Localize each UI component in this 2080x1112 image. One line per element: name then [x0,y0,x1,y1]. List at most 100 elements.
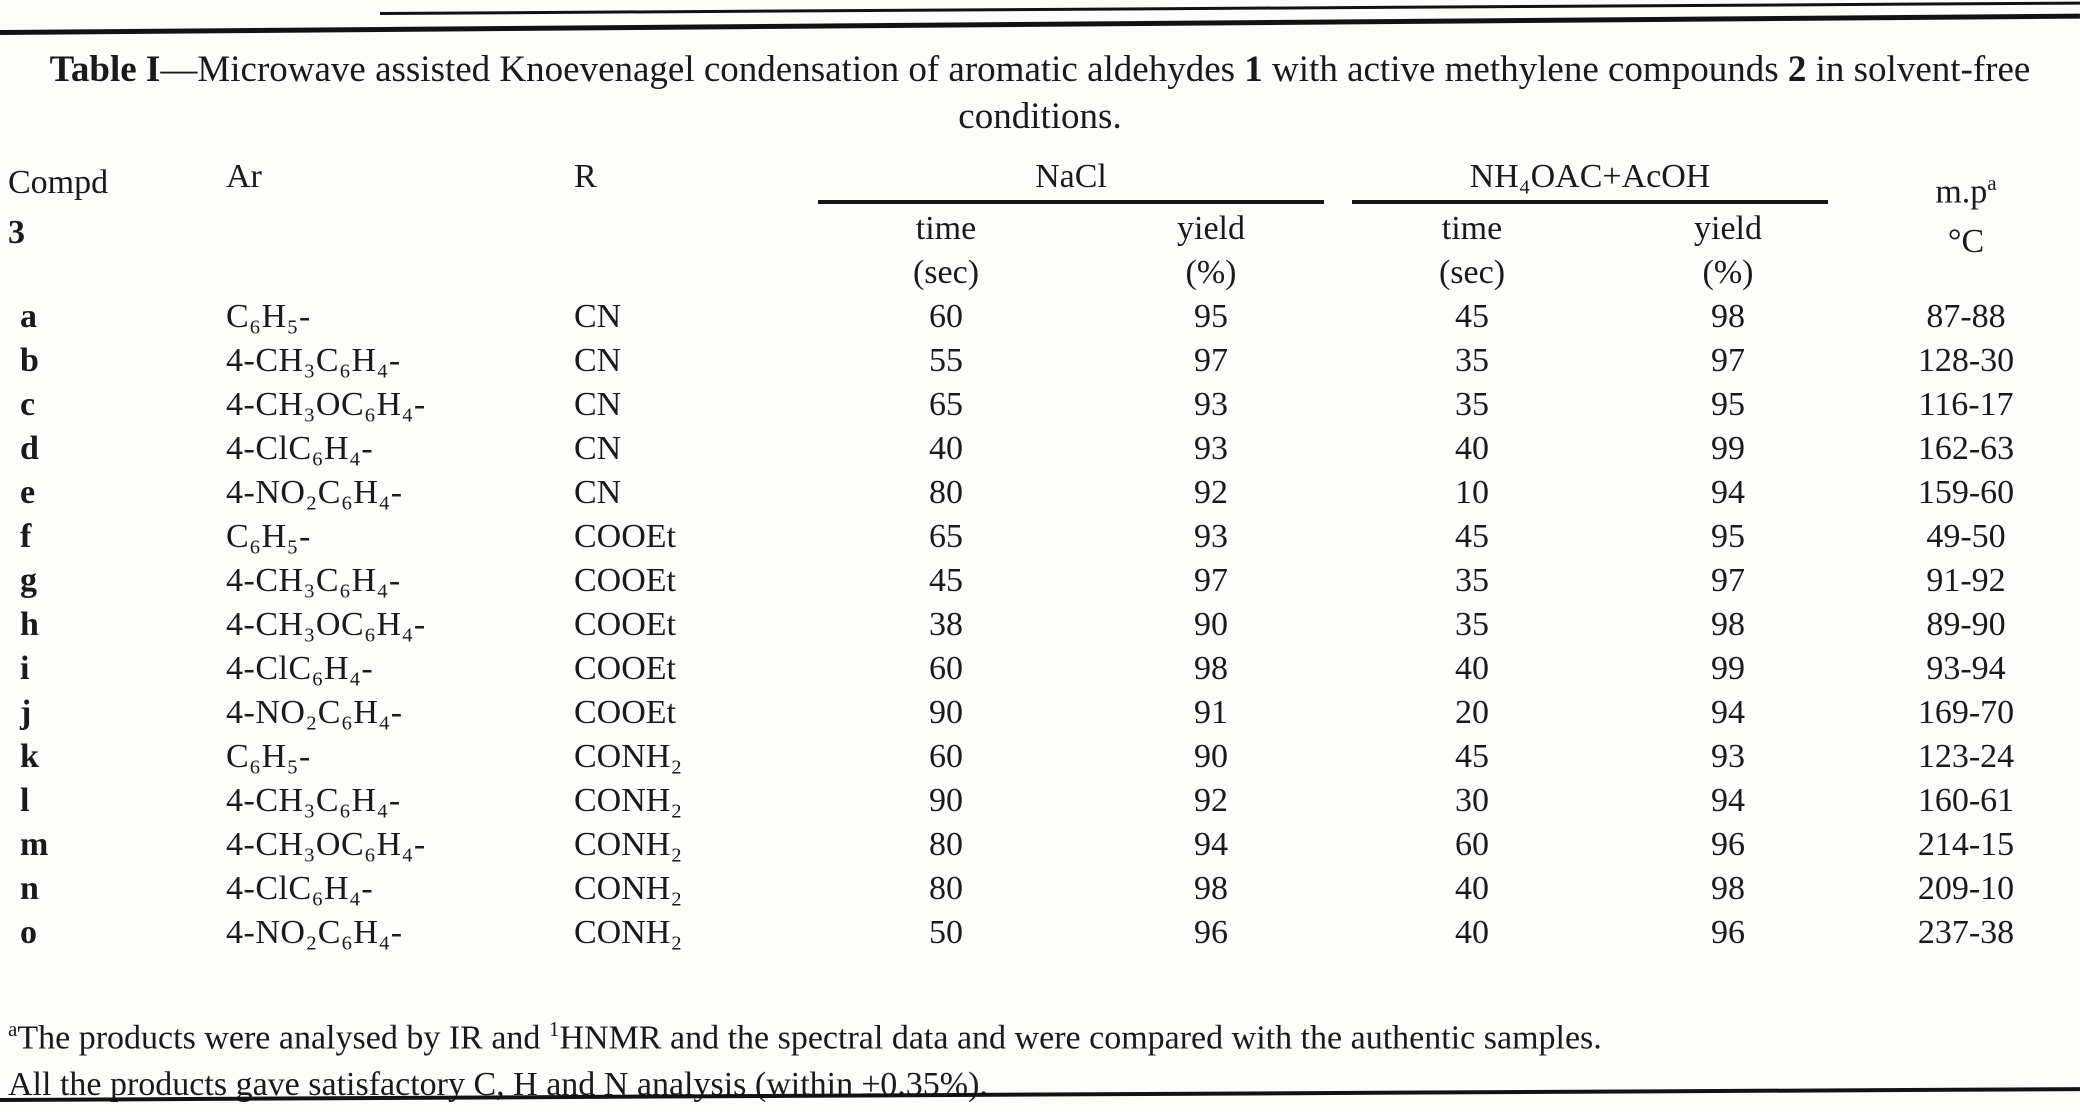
cell-r: CONH₂ [574,914,683,951]
cell-nacl-yield: 97 [1194,342,1228,379]
cell-mp: 160-61 [1917,782,2015,819]
cell-nacl-time: 65 [929,518,963,555]
table-row: n 4-ClC₆H₄- CONH₂ 80 98 40 98 209-10 [8,870,2078,914]
cell-nacl-time: 65 [929,386,963,423]
cell-r: CONH₂ [574,870,683,907]
results-table: Compd 3 Ar R NaCl NH₄OAC+AcOH m.pa °C [8,158,2078,958]
cell-ar: 4-CH₃OC₆H₄- [226,606,426,643]
group-header-nacl-label: NaCl [818,158,1324,204]
cell-ar: 4-ClC₆H₄- [226,650,374,687]
cell-nacl-time: 60 [929,298,963,335]
cell-mp: 123-24 [1917,738,2015,775]
cell-mp: 93-94 [1926,650,2006,687]
cell-r: COOEt [574,606,676,643]
cell-nacl-time: 80 [929,870,963,907]
cell-nacl-time: 45 [929,562,963,599]
cell-nh4oac-time: 40 [1455,650,1489,687]
cell-ar: 4-ClC₆H₄- [226,430,374,467]
footnote-text-a: The products were analysed by IR and [17,1019,549,1057]
cell-r: CN [574,298,622,335]
cell-nh4oac-time: 35 [1455,562,1489,599]
mp-header-unit: °C [1947,223,1985,261]
cell-compd: k [20,738,39,775]
mp-footnote-marker: a [1987,171,1997,195]
cell-mp: 209-10 [1917,870,2015,907]
title-text-b: with active methylene compounds [1262,49,1788,90]
cell-mp: 237-38 [1917,914,2015,951]
table-row: e 4-NO₂C₆H₄- CN 80 92 10 94 159-60 [8,474,2078,518]
footnote-chn: All the products gave satisfactory C, H … [8,1066,988,1104]
cell-nh4oac-time: 40 [1455,870,1489,907]
cell-nh4oac-time: 40 [1455,430,1489,467]
cell-nacl-yield: 93 [1194,518,1228,555]
cell-nacl-yield: 92 [1194,474,1228,511]
cell-nacl-yield: 91 [1194,694,1228,731]
cell-nacl-yield: 98 [1194,870,1228,907]
cell-nacl-time: 80 [929,826,963,863]
table-row: o 4-NO₂C₆H₄- CONH₂ 50 96 40 96 237-38 [8,914,2078,958]
cell-compd: m [20,826,49,863]
table-title-label: Table I [49,49,161,90]
cell-nh4oac-yield: 99 [1711,430,1745,467]
cell-r: COOEt [574,694,676,731]
cell-nacl-time: 50 [929,914,963,951]
table-row: b 4-CH₃C₆H₄- CN 55 97 35 97 128-30 [8,342,2078,386]
cell-nh4oac-time: 10 [1455,474,1489,511]
cell-nacl-time: 90 [929,782,963,819]
group-header-nh4oac-label: NH₄OAC+AcOH [1352,158,1828,204]
cell-r: COOEt [574,562,676,599]
compd-header-number: 3 [8,214,25,251]
cell-r: CONH₂ [574,826,683,863]
cell-nh4oac-time: 45 [1455,518,1489,555]
cell-mp: 128-30 [1917,342,2015,379]
cell-nh4oac-yield: 95 [1711,386,1745,423]
cell-nh4oac-yield: 98 [1711,606,1745,643]
column-header-compd: Compd 3 [8,158,226,298]
cell-nacl-time: 55 [929,342,963,379]
compd-header-label: Compd [8,164,109,201]
table-row: d 4-ClC₆H₄- CN 40 93 40 99 162-63 [8,430,2078,474]
cell-nh4oac-time: 30 [1455,782,1489,819]
table-row: m 4-CH₃OC₆H₄- CONH₂ 80 94 60 96 214-15 [8,826,2078,870]
group-header-nh4oac: NH₄OAC+AcOH [1342,158,1854,210]
cell-compd: l [20,782,30,819]
nh4oac-time-unit: (sec) [1438,254,1506,291]
cell-nacl-time: 60 [929,650,963,687]
table-row: j 4-NO₂C₆H₄- COOEt 90 91 20 94 169-70 [8,694,2078,738]
table-title: Table I—Microwave assisted Knoevenagel c… [0,0,2080,140]
cell-mp: 169-70 [1917,694,2015,731]
cell-nh4oac-yield: 96 [1711,826,1745,863]
table-row: a C₆H₅- CN 60 95 45 98 87-88 [8,298,2078,342]
sub-header-row-labels: time yield time yield [8,210,2078,254]
cell-ar: 4-CH₃C₆H₄- [226,342,401,379]
cell-mp: 214-15 [1917,826,2015,863]
cell-nh4oac-yield: 94 [1711,694,1745,731]
cell-nacl-yield: 92 [1194,782,1228,819]
cell-nh4oac-time: 45 [1455,738,1489,775]
cell-nh4oac-yield: 94 [1711,474,1745,511]
cell-nacl-yield: 94 [1194,826,1228,863]
cell-nacl-time: 38 [929,606,963,643]
nacl-time-unit: (sec) [912,254,980,291]
cell-nacl-yield: 98 [1194,650,1228,687]
column-header-mp: m.pa °C [1854,158,2078,298]
table-row: k C₆H₅- CONH₂ 60 90 45 93 123-24 [8,738,2078,782]
cell-nh4oac-yield: 98 [1711,870,1745,907]
cell-ar: 4-ClC₆H₄- [226,870,374,907]
cell-nh4oac-time: 60 [1455,826,1489,863]
cell-nh4oac-time: 35 [1455,386,1489,423]
cell-mp: 89-90 [1926,606,2006,643]
cell-mp: 159-60 [1917,474,2015,511]
cell-compd: e [20,474,36,511]
cell-ar: 4-CH₃C₆H₄- [226,562,401,599]
cell-nh4oac-yield: 93 [1711,738,1745,775]
mp-header-label: m.p [1935,173,1988,211]
cell-r: CN [574,474,622,511]
nacl-yield-header: yield [1177,210,1245,247]
cell-nh4oac-yield: 98 [1711,298,1745,335]
cell-nacl-yield: 97 [1194,562,1228,599]
cell-compd: o [20,914,37,951]
table-row: i 4-ClC₆H₄- COOEt 60 98 40 99 93-94 [8,650,2078,694]
nh4oac-yield-unit: (%) [1702,254,1754,291]
cell-nh4oac-yield: 97 [1711,562,1745,599]
